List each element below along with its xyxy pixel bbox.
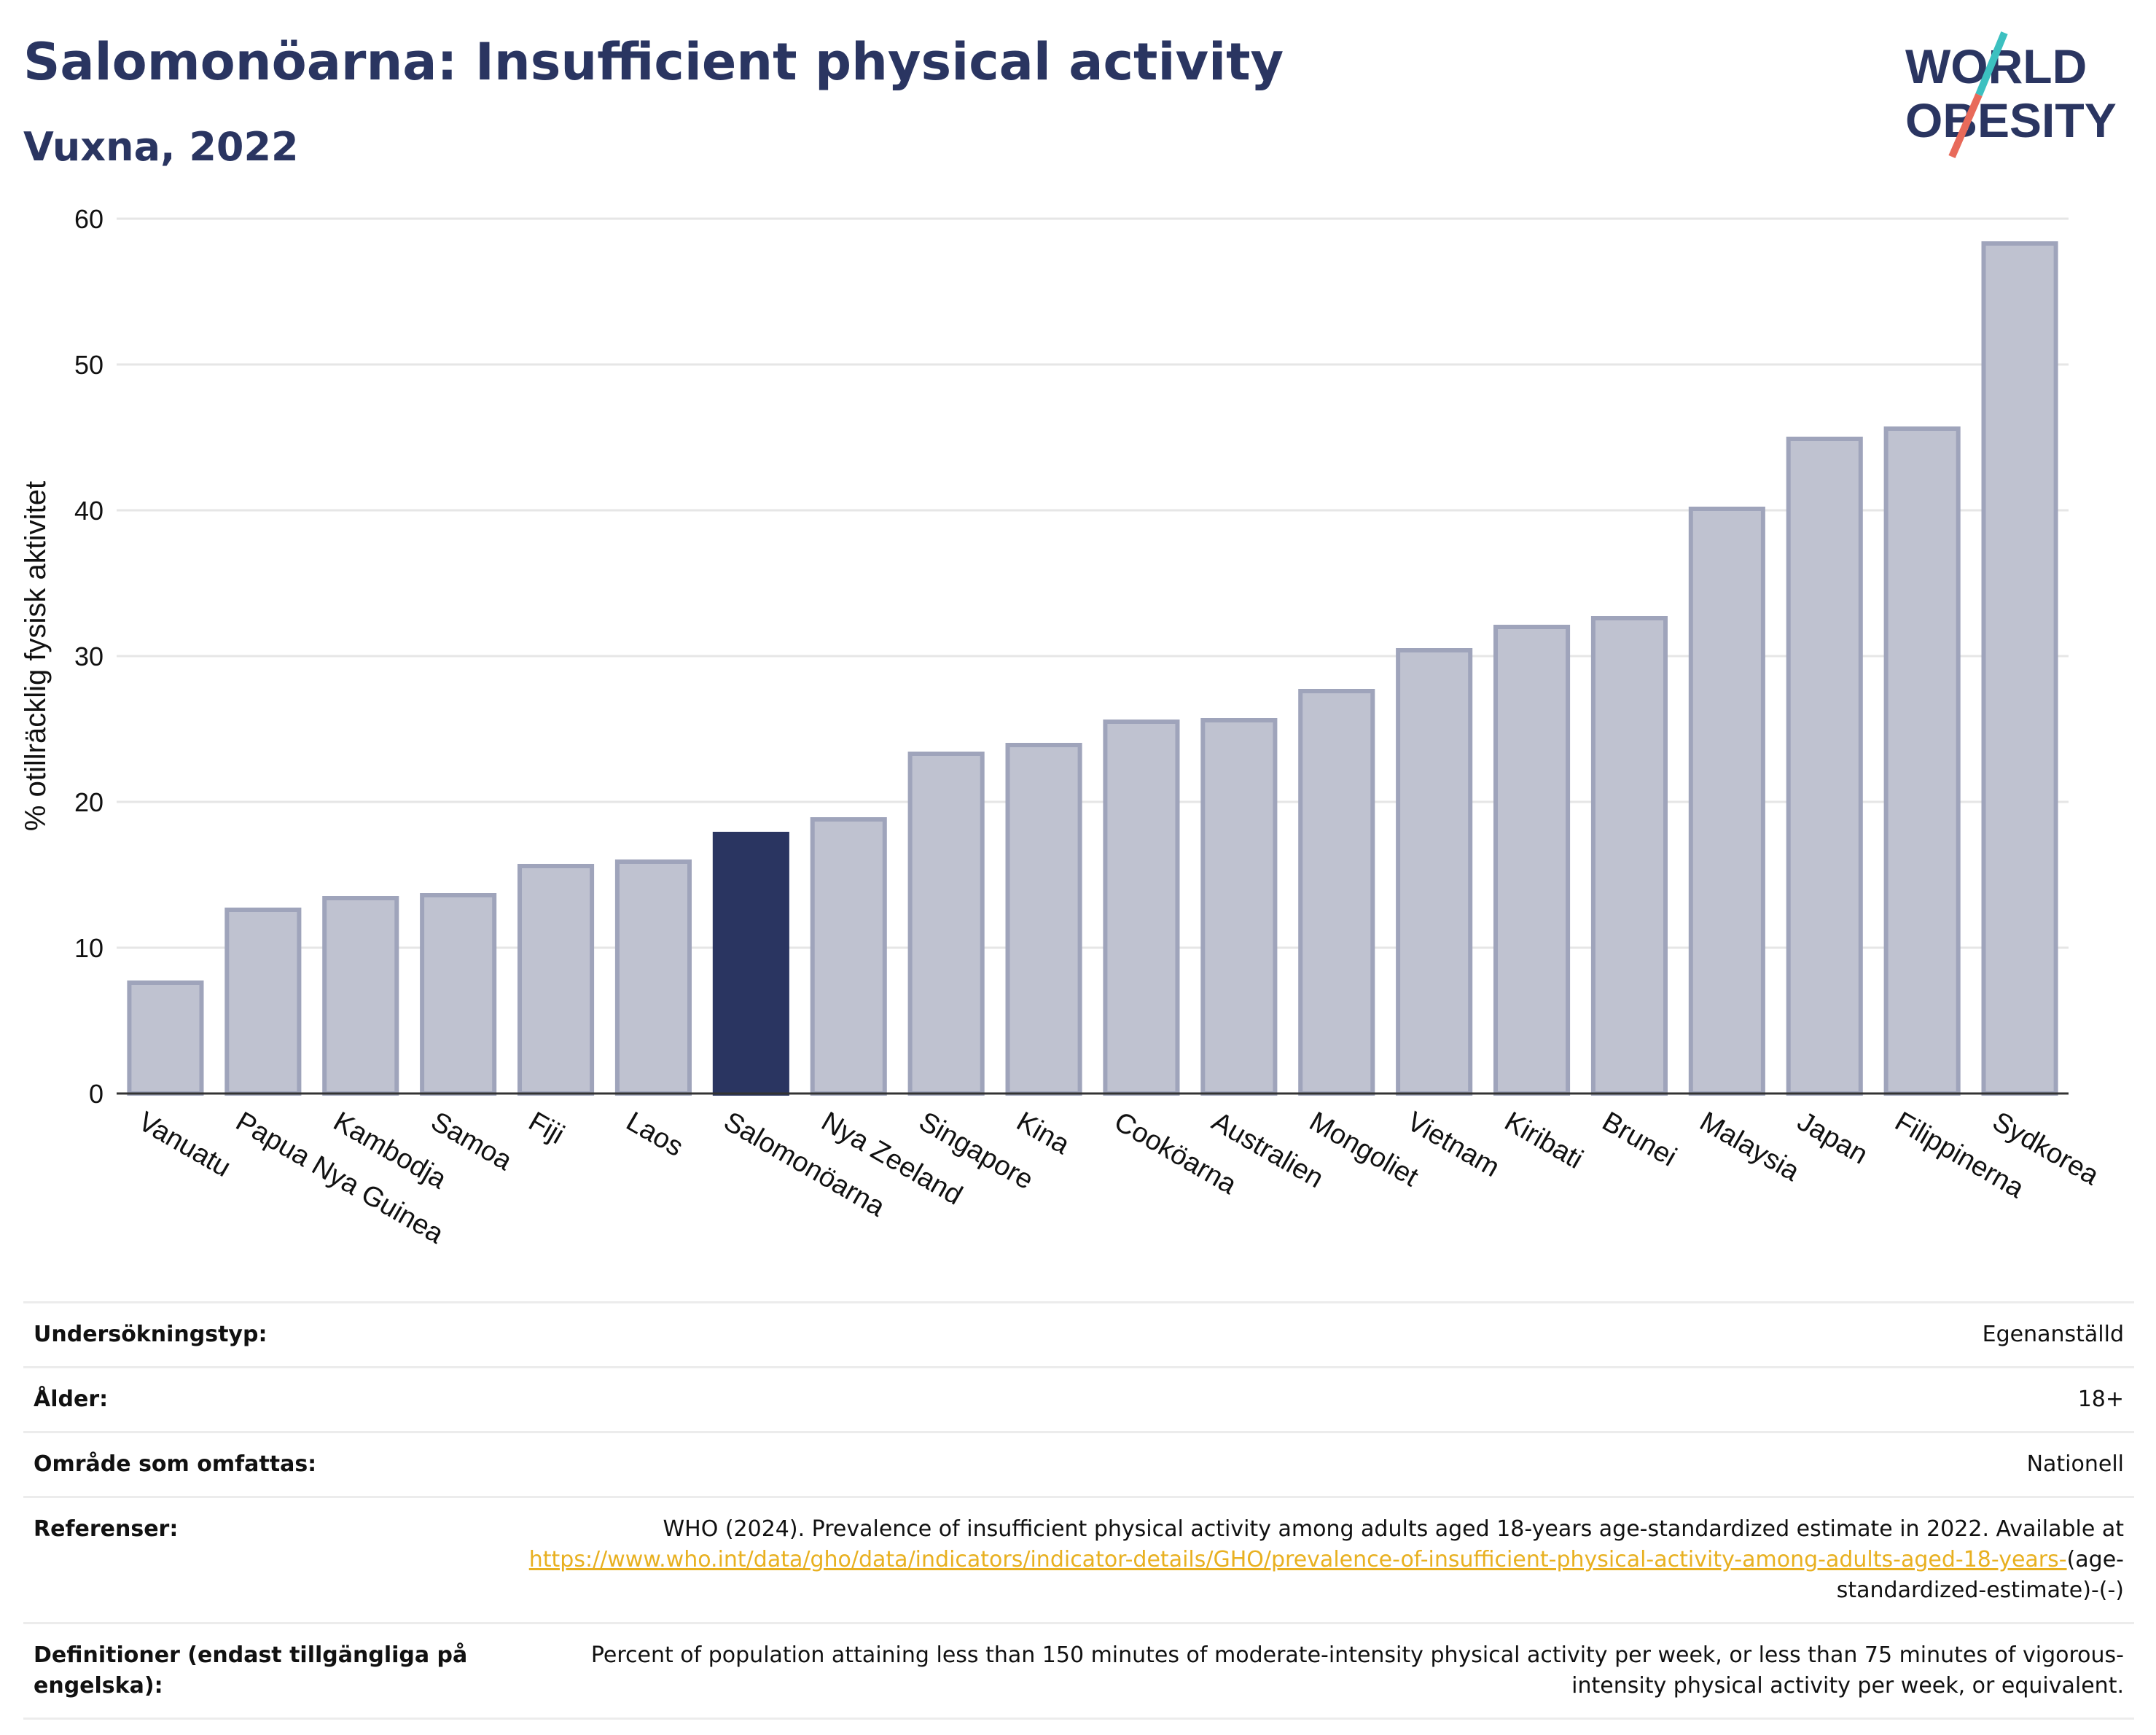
y-tick-label: 60: [74, 204, 103, 234]
meta-row-survey-type: Undersökningstyp: Egenanställd: [23, 1301, 2134, 1368]
chart-title: Salomonöarna: Insufficient physical acti…: [23, 32, 1284, 92]
metadata-table: Undersökningstyp: Egenanställd Ålder: 18…: [23, 1301, 2134, 1720]
y-tick-label: 10: [74, 933, 103, 963]
reference-text: WHO (2024). Prevalence of insufficient p…: [663, 1516, 2124, 1542]
bar-singapore: [907, 752, 985, 1096]
meta-value: 18+: [496, 1366, 2134, 1433]
meta-key: Ålder:: [23, 1366, 496, 1433]
bar-kina: [1005, 743, 1082, 1096]
meta-row-definitions: Definitioner (endast tillgängliga på eng…: [23, 1622, 2134, 1720]
y-tick-label: 30: [74, 642, 103, 671]
bar-salomonöarna: [712, 832, 789, 1096]
reference-tail: (age-standardized-estimate)-(-): [1836, 1547, 2124, 1603]
bar-papua-nya-guinea: [224, 908, 302, 1096]
reference-link[interactable]: https://www.who.int/data/gho/data/indica…: [528, 1547, 2067, 1572]
bar-cooköarna: [1103, 720, 1180, 1096]
bar-kambodja: [322, 896, 399, 1096]
bar-samoa: [420, 893, 497, 1096]
bar-brunei: [1590, 616, 1668, 1096]
x-tick-label: Fiji: [523, 1106, 569, 1150]
meta-row-references: Referenser: WHO (2024). Prevalence of in…: [23, 1496, 2134, 1624]
meta-key: Undersökningstyp:: [23, 1301, 496, 1368]
y-tick-label: 40: [74, 496, 103, 526]
bar-malaysia: [1688, 507, 1765, 1096]
y-axis-ticks: 0 10 20 30 40 50 60: [74, 204, 103, 1109]
bar-fiji: [517, 864, 595, 1096]
bar-kiribati: [1493, 625, 1571, 1096]
bar-mongoliet: [1298, 689, 1375, 1096]
meta-value: Percent of population attaining less tha…: [496, 1622, 2134, 1720]
y-tick-label: 50: [74, 350, 103, 380]
meta-key: Område som omfattas:: [23, 1431, 496, 1498]
world-obesity-logo: WORLD OBESITY: [1905, 31, 2117, 158]
logo-slash-bottom-icon: [1948, 93, 1983, 158]
bar-vietnam: [1396, 648, 1473, 1096]
bar-laos: [614, 859, 692, 1096]
meta-key: Referenser:: [23, 1496, 496, 1624]
x-tick-label: Kiribati: [1499, 1106, 1588, 1174]
x-tick-label: Salomonöarna: [719, 1106, 891, 1223]
bar-filippinerna: [1883, 426, 1961, 1096]
bar-vanuatu: [127, 980, 204, 1096]
chart-subtitle: Vuxna, 2022: [23, 124, 299, 170]
bar-nya-zeeland: [810, 817, 887, 1096]
meta-key: Definitioner (endast tillgängliga på eng…: [23, 1622, 496, 1720]
y-tick-label: 0: [89, 1079, 103, 1109]
x-tick-label: Laos: [621, 1106, 688, 1163]
y-tick-label: 20: [74, 787, 103, 817]
logo-slash-top-icon: [1975, 31, 2008, 96]
bar-australien: [1200, 718, 1278, 1096]
meta-row-age: Ålder: 18+: [23, 1366, 2134, 1433]
gridlines: [117, 217, 2069, 949]
meta-value: WHO (2024). Prevalence of insufficient p…: [496, 1496, 2134, 1624]
x-tick-label: Malaysia: [1695, 1106, 1805, 1188]
x-tick-label: Vanuatu: [133, 1106, 235, 1183]
bar-japan: [1786, 437, 1863, 1096]
meta-value: Nationell: [496, 1431, 2134, 1498]
bar-sydkorea: [1981, 241, 2058, 1096]
x-tick-label: Kina: [1012, 1106, 1076, 1161]
x-tick-label: Mongoliet: [1304, 1106, 1423, 1193]
meta-row-coverage: Område som omfattas: Nationell: [23, 1431, 2134, 1498]
y-axis-label: % otillräcklig fysisk aktivitet: [20, 481, 52, 831]
logo-line2: OBESITY: [1905, 93, 2117, 147]
x-tick-label: Brunei: [1597, 1106, 1682, 1172]
bars: [127, 241, 2058, 1096]
meta-value: Egenanställd: [496, 1301, 2134, 1368]
